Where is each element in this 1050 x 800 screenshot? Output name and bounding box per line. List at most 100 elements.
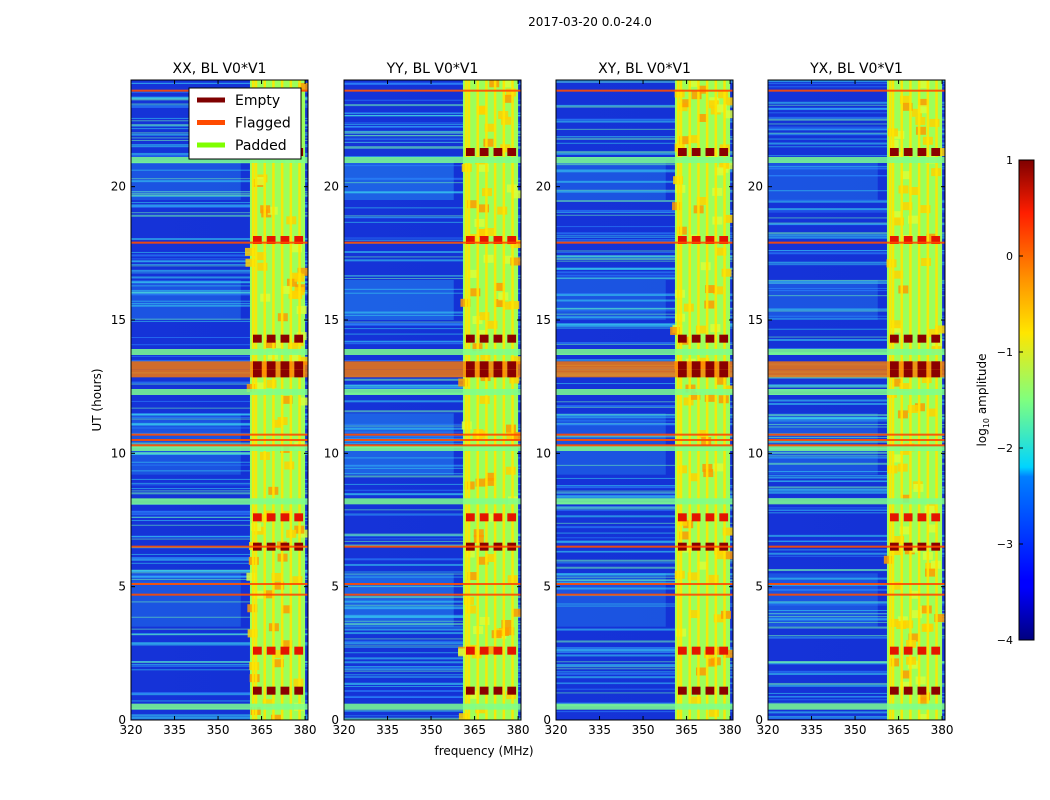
rfi-blob (298, 529, 308, 538)
time-line (131, 193, 308, 195)
rfi-blob (510, 240, 521, 249)
rfi-burst (691, 334, 701, 343)
time-line (768, 440, 945, 443)
time-line (768, 146, 945, 148)
time-line (344, 146, 521, 149)
time-line (344, 288, 521, 290)
time-line (131, 700, 308, 702)
rfi-blob (510, 257, 521, 266)
time-line (131, 169, 308, 171)
time-line (131, 355, 308, 357)
rfi-blob (261, 209, 272, 218)
time-line (131, 251, 308, 253)
rfi-channel-line (935, 80, 938, 720)
rfi-burst (479, 513, 489, 522)
rfi-blob (291, 244, 302, 253)
y-tick-label: 5 (118, 580, 126, 594)
flagged-row (556, 439, 733, 441)
rfi-blob (688, 135, 699, 144)
time-line (768, 491, 945, 494)
time-line (344, 137, 521, 139)
time-line (131, 692, 308, 695)
flagged-row (131, 241, 308, 244)
rfi-blob (678, 136, 689, 145)
rfi-channel-line (909, 80, 912, 720)
time-line (131, 194, 308, 196)
rfi-blob (690, 391, 701, 400)
time-line (768, 175, 945, 177)
time-line (556, 576, 733, 578)
time-line (768, 637, 945, 639)
time-line (556, 417, 733, 419)
time-line (768, 282, 945, 284)
rfi-blob (934, 325, 945, 334)
time-line (768, 636, 945, 638)
rfi-blob (900, 171, 911, 180)
time-line (768, 279, 945, 281)
time-line (131, 195, 308, 197)
flagged-row (131, 593, 308, 596)
rfi-blob (281, 605, 292, 614)
rfi-blob (910, 544, 921, 553)
rfi-burst (691, 513, 701, 522)
rfi-blob (284, 461, 295, 470)
rfi-blob (274, 581, 285, 590)
rfi-channel-line (280, 80, 284, 720)
rfi-blob (297, 267, 308, 276)
rfi-blob (486, 646, 497, 655)
rfi-burst (465, 236, 475, 244)
rfi-blob (249, 674, 260, 683)
rfi-channel-line (272, 80, 275, 720)
y-tick-label: 20 (111, 180, 126, 194)
time-line (768, 190, 945, 192)
rfi-burst (294, 334, 304, 343)
rfi-burst (252, 369, 262, 378)
time-line (344, 652, 521, 654)
x-tick-label: 365 (250, 723, 273, 737)
rfi-burst (917, 646, 927, 655)
time-line (344, 386, 521, 388)
time-line (556, 507, 733, 510)
time-line (344, 606, 521, 609)
flagged-row (556, 583, 733, 585)
flagged-row (344, 241, 521, 244)
rfi-burst (294, 361, 304, 370)
time-line (768, 417, 945, 420)
flagged-row (556, 545, 733, 548)
padded-row (131, 445, 308, 451)
time-line (556, 163, 733, 166)
time-line (556, 232, 733, 235)
rfi-burst (266, 236, 276, 244)
rfi-blob (512, 190, 521, 199)
time-line (556, 142, 733, 144)
time-line (556, 180, 733, 183)
panel-yy: YY, BL V0*V1 320 335 350 365 380 0 5 10 15 20 (324, 61, 530, 737)
x-tick-label: 365 (887, 723, 910, 737)
time-line (768, 540, 945, 542)
time-line (768, 684, 945, 687)
flagged-row (344, 593, 521, 596)
rfi-burst (507, 148, 517, 156)
time-line (131, 634, 308, 636)
time-line (344, 82, 521, 85)
time-line (768, 339, 945, 342)
flagged-row (768, 89, 945, 92)
rfi-blob (273, 649, 284, 658)
time-line (344, 695, 521, 698)
time-line (131, 285, 308, 287)
time-line (344, 685, 521, 687)
rfi-blob (266, 379, 277, 388)
rfi-blob (700, 262, 711, 271)
rfi-blob (712, 286, 723, 295)
time-line (344, 544, 521, 547)
rfi-channel-line (676, 80, 680, 720)
time-line (344, 112, 521, 114)
rfi-burst (917, 361, 927, 370)
time-line (344, 626, 521, 628)
sky-patch (344, 413, 454, 475)
time-line (768, 414, 945, 417)
time-line (344, 442, 521, 444)
rfi-blob (909, 186, 920, 195)
time-line (344, 342, 521, 345)
time-line (768, 426, 945, 428)
